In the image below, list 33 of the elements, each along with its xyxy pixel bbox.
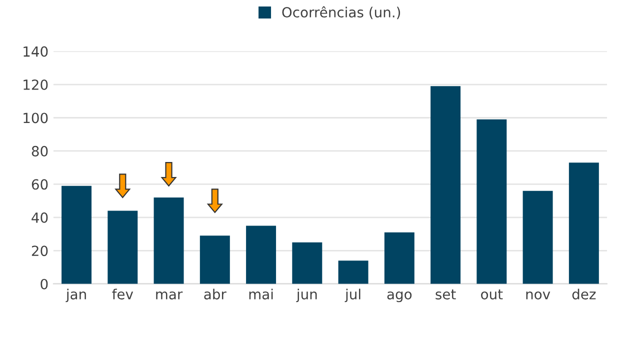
x-tick-label: abr bbox=[204, 288, 226, 300]
x-tick-label: dez bbox=[572, 288, 596, 300]
y-tick-label: 0 bbox=[40, 278, 48, 290]
y-tick-label: 100 bbox=[24, 112, 48, 124]
x-tick-label: fev bbox=[112, 288, 134, 300]
x-tick-label: set bbox=[436, 290, 456, 300]
x-tick-label: jan bbox=[66, 288, 86, 302]
bar bbox=[430, 86, 461, 284]
y-tick-label: 140 bbox=[24, 46, 48, 57]
bar bbox=[246, 226, 276, 284]
y-tick-label: 60 bbox=[32, 179, 48, 190]
bar bbox=[200, 236, 230, 284]
bar bbox=[108, 210, 138, 284]
x-tick-label: mar bbox=[156, 291, 183, 300]
bar bbox=[338, 260, 368, 284]
y-tick-label: 80 bbox=[32, 146, 48, 156]
y-tick-label: 40 bbox=[32, 212, 48, 223]
x-tick-label: ago bbox=[387, 291, 412, 302]
bar bbox=[292, 242, 322, 284]
bar bbox=[154, 197, 184, 284]
x-tick-label: nov bbox=[526, 291, 550, 300]
x-tick-label: jul bbox=[344, 288, 360, 302]
bar bbox=[522, 190, 553, 284]
bar bbox=[384, 232, 414, 284]
y-tick-label: 120 bbox=[24, 79, 48, 90]
legend-label: Ocorrências (un.) bbox=[282, 6, 400, 20]
bar bbox=[568, 162, 599, 284]
x-tick-label: mai bbox=[249, 288, 273, 300]
y-tick-label: 20 bbox=[32, 246, 48, 256]
bar bbox=[62, 186, 92, 284]
x-tick-label: jun bbox=[296, 288, 317, 302]
x-tick-label: out bbox=[481, 290, 503, 300]
bar bbox=[476, 119, 507, 284]
